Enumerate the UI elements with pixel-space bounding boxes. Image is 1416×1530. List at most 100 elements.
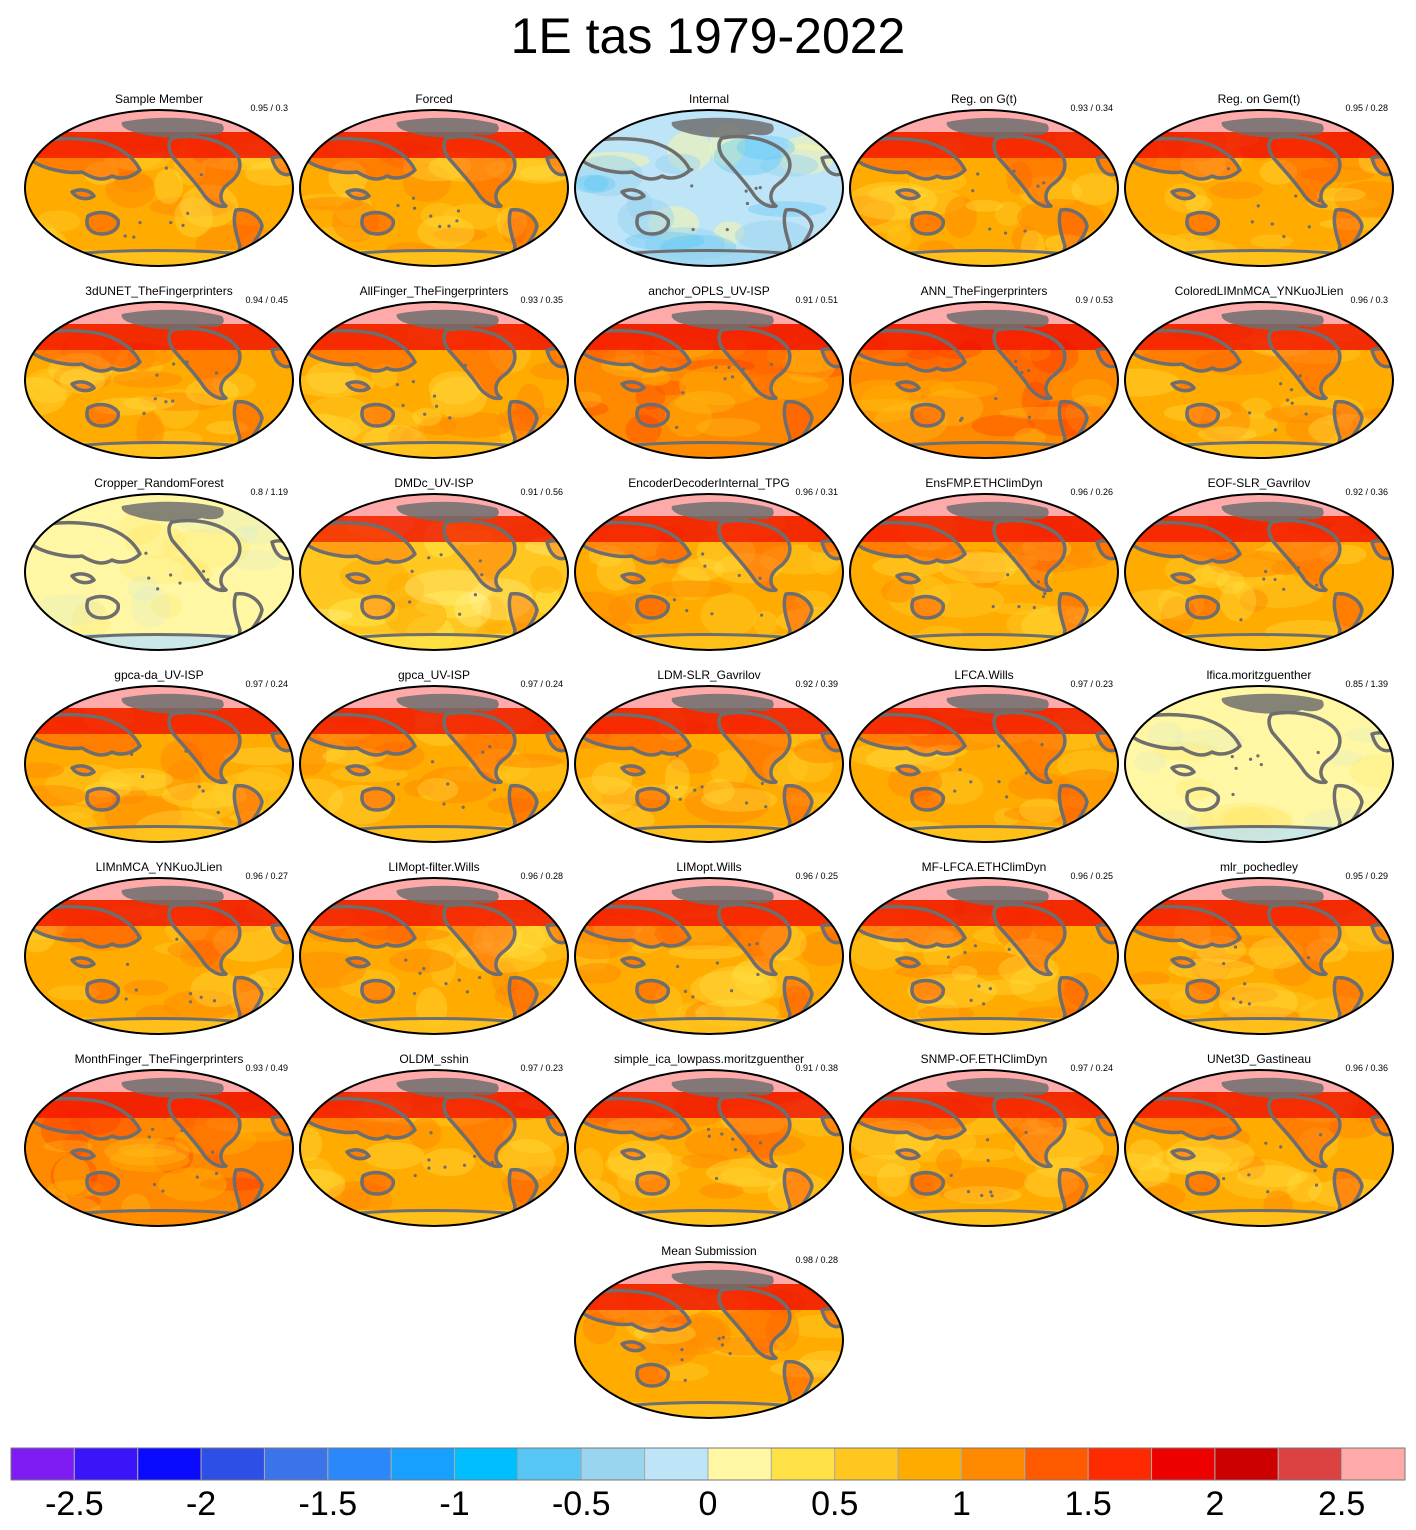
world-map <box>849 493 1119 651</box>
colorbar-swatch <box>707 1447 772 1481</box>
map-panel: Internal <box>572 92 846 272</box>
map-panel: gpca-da_UV-ISP 0.97 / 0.24 <box>22 668 296 848</box>
world-map <box>849 1069 1119 1227</box>
world-map <box>299 685 569 843</box>
panel-title: ColoredLIMnMCA_YNKuoJLien <box>1174 284 1344 298</box>
map-panel: LFCA.Wills 0.97 / 0.23 <box>847 668 1121 848</box>
world-map <box>1124 1069 1394 1227</box>
colorbar-tick-label: 2 <box>1205 1485 1225 1523</box>
world-map <box>24 877 294 1035</box>
panel-title: EncoderDecoderInternal_TPG <box>628 476 790 490</box>
map-panel: EOF-SLR_Gavrilov 0.92 / 0.36 <box>1122 476 1396 656</box>
map-panel: anchor_OPLS_UV-ISP 0.91 / 0.51 <box>572 284 846 464</box>
panel-title: Sample Member <box>114 92 204 106</box>
panel-title: LIMopt-filter.Wills <box>388 860 480 874</box>
map-panel: EnsFMP.ETHClimDyn 0.96 / 0.26 <box>847 476 1121 656</box>
panel-title: EOF-SLR_Gavrilov <box>1207 476 1311 490</box>
colorbar-tick-label: -2 <box>185 1485 217 1523</box>
panel-score: 0.97 / 0.23 <box>1070 679 1113 689</box>
colorbar-swatch <box>390 1447 456 1481</box>
panel-score: 0.92 / 0.36 <box>1345 487 1388 497</box>
world-map <box>1124 493 1394 651</box>
panel-score: 0.93 / 0.49 <box>245 1063 288 1073</box>
map-panel: SNMP-OF.ETHClimDyn 0.97 / 0.24 <box>847 1052 1121 1232</box>
panel-title: MonthFinger_TheFingerprinters <box>74 1052 244 1066</box>
panel-score: 0.91 / 0.51 <box>795 295 838 305</box>
map-panel: MonthFinger_TheFingerprinters 0.93 / 0.49 <box>22 1052 296 1232</box>
panel-score: 0.97 / 0.24 <box>245 679 288 689</box>
panel-title: Reg. on Gem(t) <box>1217 92 1301 106</box>
world-map <box>299 109 569 267</box>
colorbar-swatch <box>454 1447 519 1481</box>
panel-score: 0.96 / 0.3 <box>1350 295 1388 305</box>
map-panel: Cropper_RandomForest 0.8 / 1.19 <box>22 476 296 656</box>
map-panel: LDM-SLR_Gavrilov 0.92 / 0.39 <box>572 668 846 848</box>
panel-score: 0.93 / 0.34 <box>1070 103 1113 113</box>
world-map <box>24 301 294 459</box>
panel-score: 0.8 / 1.19 <box>250 487 288 497</box>
map-panel: simple_ica_lowpass.moritzguenther 0.91 / … <box>572 1052 846 1232</box>
map-panel: LIMnMCA_YNKuoJLien 0.96 / 0.27 <box>22 860 296 1040</box>
world-map <box>24 493 294 651</box>
colorbar-swatch <box>10 1447 75 1481</box>
panel-score: 0.95 / 0.3 <box>250 103 288 113</box>
panel-title: Forced <box>415 92 453 106</box>
panel-score: 0.96 / 0.36 <box>1345 1063 1388 1073</box>
world-map <box>1124 685 1394 843</box>
panel-title: OLDM_sshin <box>399 1052 469 1066</box>
world-map <box>299 301 569 459</box>
colorbar-swatch <box>327 1447 392 1481</box>
colorbar-tick-label: -1.5 <box>298 1485 358 1523</box>
panel-title: Cropper_RandomForest <box>94 476 224 490</box>
panel-score: 0.98 / 0.28 <box>795 1255 838 1265</box>
colorbar-swatch <box>263 1447 329 1481</box>
world-map <box>299 493 569 651</box>
map-panel: DMDc_UV-ISP 0.91 / 0.56 <box>297 476 571 656</box>
map-panel: LIMopt-filter.Wills 0.96 / 0.28 <box>297 860 571 1040</box>
panel-title: gpca_UV-ISP <box>397 668 471 682</box>
colorbar-swatch <box>73 1447 139 1481</box>
colorbar-swatch <box>517 1447 582 1481</box>
panel-title: UNet3D_Gastineau <box>1206 1052 1312 1066</box>
colorbar-swatch <box>1214 1447 1279 1481</box>
panel-title: LIMnMCA_YNKuoJLien <box>95 860 223 874</box>
panel-score: 0.96 / 0.31 <box>795 487 838 497</box>
colorbar-tick-label: -0.5 <box>551 1485 611 1523</box>
panel-score: 0.93 / 0.35 <box>520 295 563 305</box>
colorbar-swatch <box>1087 1447 1153 1481</box>
panel-title: gpca-da_UV-ISP <box>114 668 204 682</box>
world-map <box>299 877 569 1035</box>
colorbar-swatch <box>200 1447 265 1481</box>
panel-title: ANN_TheFingerprinters <box>920 284 1048 298</box>
map-panel: LIMopt.Wills 0.96 / 0.25 <box>572 860 846 1040</box>
map-panel: EncoderDecoderInternal_TPG 0.96 / 0.31 <box>572 476 846 656</box>
panel-title: EnsFMP.ETHClimDyn <box>925 476 1043 490</box>
colorbar-tick-label: 1 <box>951 1485 971 1523</box>
panel-score: 0.96 / 0.28 <box>520 871 563 881</box>
map-panel: Mean Submission 0.98 / 0.28 <box>572 1244 846 1424</box>
panel-title: AllFinger_TheFingerprinters <box>359 284 509 298</box>
panel-title: lfica.moritzguenther <box>1206 668 1312 682</box>
map-panel: MF-LFCA.ETHClimDyn 0.96 / 0.25 <box>847 860 1121 1040</box>
colorbar-swatch <box>1277 1447 1343 1481</box>
colorbar-tick-label: -1 <box>439 1485 470 1523</box>
panel-score: 0.96 / 0.25 <box>1070 871 1113 881</box>
colorbar-tick-label: -2.5 <box>45 1485 104 1523</box>
colorbar-swatch <box>580 1447 646 1481</box>
colorbar-swatch <box>897 1447 962 1481</box>
panel-score: 0.94 / 0.45 <box>245 295 288 305</box>
panel-title: DMDc_UV-ISP <box>394 476 474 490</box>
map-panel: Sample Member 0.95 / 0.3 <box>22 92 296 272</box>
panel-title: Internal <box>688 92 730 106</box>
colorbar-swatch <box>1024 1447 1089 1481</box>
world-map <box>849 301 1119 459</box>
map-panel: gpca_UV-ISP 0.97 / 0.24 <box>297 668 571 848</box>
world-map <box>1124 877 1394 1035</box>
panel-title: simple_ica_lowpass.moritzguenther <box>613 1052 805 1066</box>
world-map <box>574 301 844 459</box>
panel-title: Mean Submission <box>661 1244 757 1258</box>
map-panel: lfica.moritzguenther 0.85 / 1.39 <box>1122 668 1396 848</box>
panel-title: LDM-SLR_Gavrilov <box>657 668 761 682</box>
map-panel: Forced <box>297 92 571 272</box>
